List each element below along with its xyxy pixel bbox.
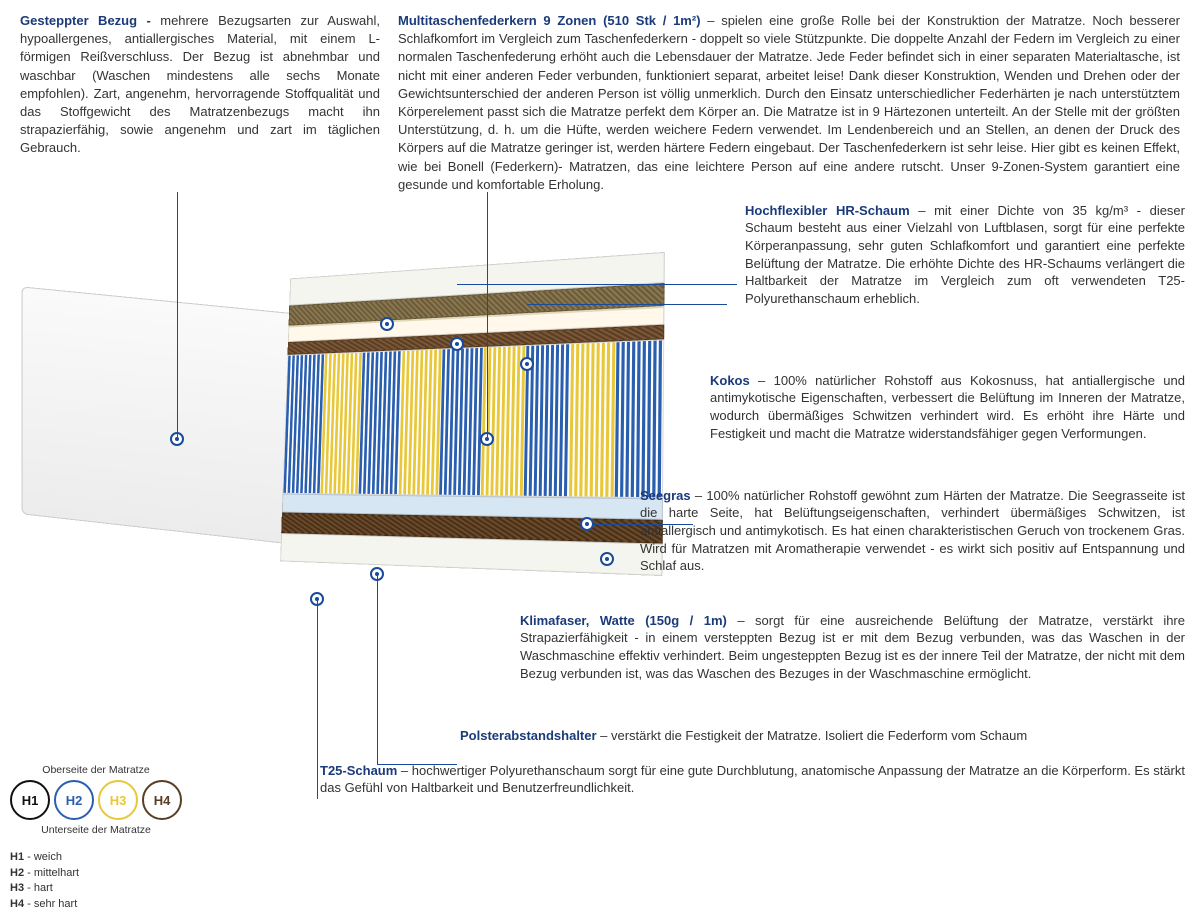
desc-klima: Klimafaser, Watte (150g / 1m) – sorgt fü… [520, 612, 1185, 682]
spring-zone [359, 351, 402, 494]
lead-springs [487, 192, 488, 440]
marker-seagrass [380, 317, 394, 331]
top-text-row: Gesteppter Bezug - mehrere Bezugsarten z… [20, 12, 1180, 194]
desc-hr-body: – mit einer Dichte von 35 kg/m³ - dieser… [745, 203, 1185, 306]
lead-t25-v [317, 599, 318, 799]
lead-kokos [527, 304, 727, 305]
spring-core-description: Multitaschenfederkern 9 Zonen (510 Stk /… [398, 12, 1180, 194]
desc-t25-body: – hochwertiger Polyurethanschaum sorgt f… [320, 763, 1185, 796]
spring-zone [321, 353, 363, 494]
hardness-list-item: H1 - weich [10, 850, 182, 865]
desc-t25: T25-Schaum – hochwertiger Polyurethansch… [320, 762, 1185, 797]
lead-polster-v [377, 574, 378, 764]
cover-heading: Gesteppter Bezug - [20, 13, 160, 28]
desc-kokos-heading: Kokos [710, 373, 750, 388]
spring-zone [569, 342, 617, 496]
cover-description: Gesteppter Bezug - mehrere Bezugsarten z… [20, 12, 380, 194]
desc-hr-foam: Hochflexibler HR-Schaum – mit einer Dich… [745, 202, 1185, 307]
spring-core-heading: Multitaschenfederkern 9 Zonen (510 Stk /… [398, 13, 701, 28]
marker-hr-foam [450, 337, 464, 351]
hardness-circle: H3 [98, 780, 138, 820]
desc-klima-heading: Klimafaser, Watte (150g / 1m) [520, 613, 727, 628]
hardness-list-item: H3 - hart [10, 881, 182, 896]
desc-t25-heading: T25-Schaum [320, 763, 397, 778]
desc-polster: Polsterabstandshalter – verstärkt die Fe… [460, 727, 1185, 745]
marker-t25 [580, 517, 594, 531]
desc-kokos: Kokos – 100% natürlicher Rohstoff aus Ko… [710, 372, 1185, 442]
legend-circles: H1H2H3H4 [10, 780, 182, 820]
hardness-legend: Oberseite der Matratze H1H2H3H4 Untersei… [10, 764, 182, 912]
hardness-list-item: H4 - sehr hart [10, 897, 182, 912]
lead-hr [457, 284, 737, 285]
legend-list: H1 - weichH2 - mittelhartH3 - hartH4 - s… [10, 850, 182, 912]
desc-seegras-body: – 100% natürlicher Rohstoff gewöhnt zum … [640, 488, 1185, 573]
legend-top-label: Oberseite der Matratze [10, 764, 182, 776]
hardness-circle: H4 [142, 780, 182, 820]
hardness-circle: H1 [10, 780, 50, 820]
marker-kokos [520, 357, 534, 371]
spring-zone [614, 340, 663, 497]
layer-springs [283, 339, 665, 498]
desc-seegras-heading: Seegras [640, 488, 691, 503]
desc-polster-body: – verstärkt die Festigkeit der Matratze.… [597, 728, 1028, 743]
legend-bottom-label: Unterseite der Matratze [10, 824, 182, 836]
spring-zone [283, 354, 325, 493]
hardness-list-item: H2 - mittelhart [10, 866, 182, 881]
hardness-circle: H2 [54, 780, 94, 820]
desc-seegras: Seegras – 100% natürlicher Rohstoff gewö… [640, 487, 1185, 575]
desc-kokos-body: – 100% natürlicher Rohstoff aus Kokosnus… [710, 373, 1185, 441]
desc-polster-heading: Polsterabstandshalter [460, 728, 597, 743]
marker-klima [600, 552, 614, 566]
lead-cover [177, 192, 178, 440]
spring-core-body: – spielen eine große Rolle bei der Konst… [398, 13, 1180, 192]
cover-body: mehrere Bezugsarten zur Auswahl, hypoall… [20, 13, 380, 155]
desc-hr-heading: Hochflexibler HR-Schaum [745, 203, 910, 218]
spring-zone [398, 349, 442, 494]
spring-zone [439, 348, 484, 495]
infographic-area: Hochflexibler HR-Schaum – mit einer Dich… [20, 202, 1180, 762]
